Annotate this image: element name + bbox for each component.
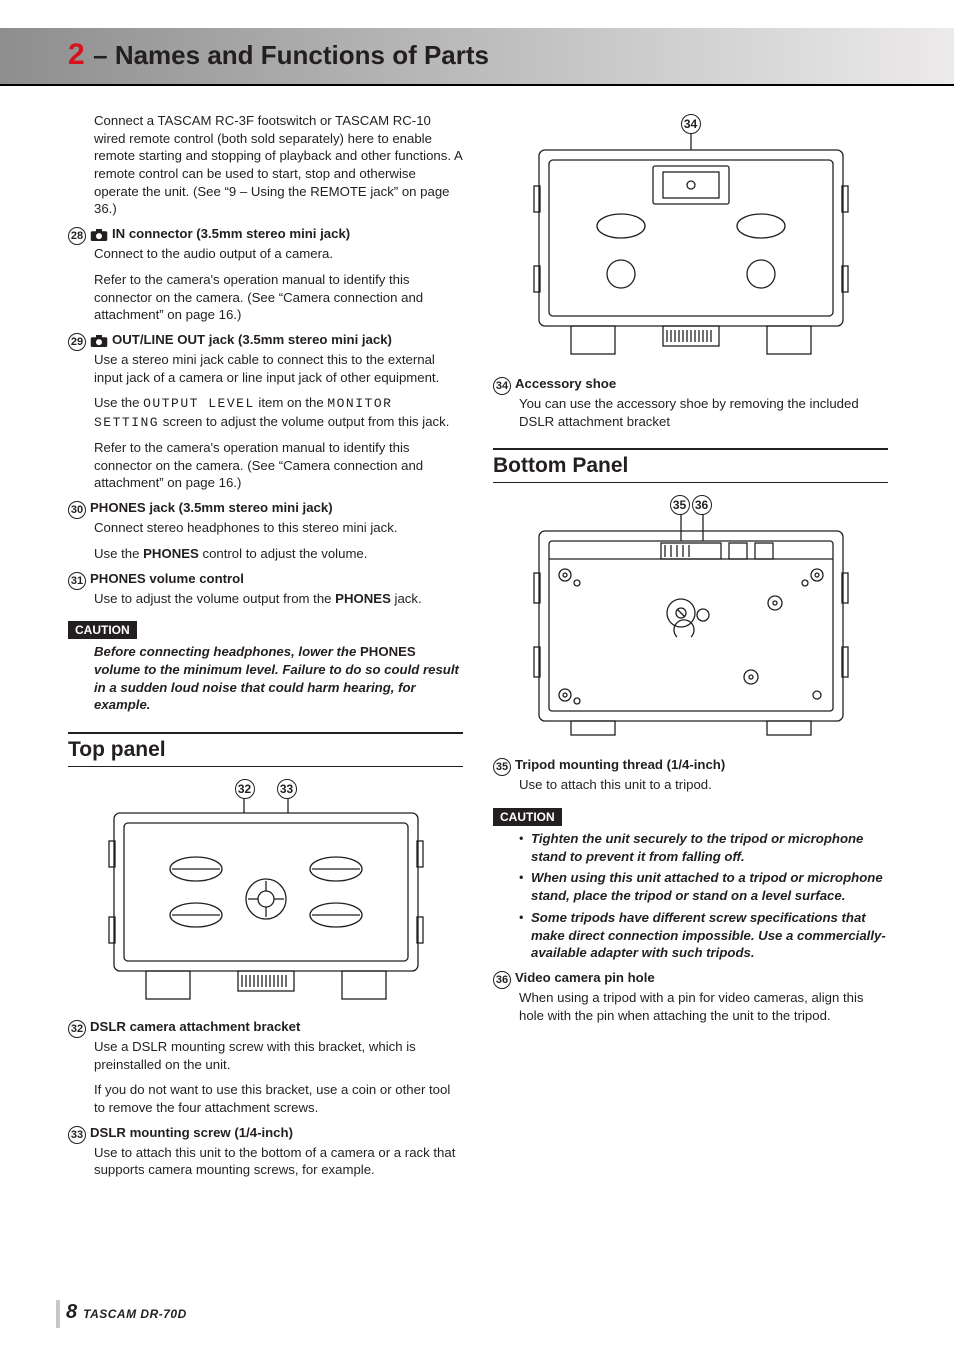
bold-text: PHONES: [335, 591, 391, 606]
item-title: DSLR mounting screw (1/4-inch): [90, 1125, 293, 1140]
item-para: If you do not want to use this bracket, …: [94, 1081, 463, 1116]
text: Use the: [94, 395, 143, 410]
item-36: 36 Video camera pin hole When using a tr…: [493, 970, 888, 1024]
item-28: 28 IN connector (3.5mm stereo mini jack)…: [68, 226, 463, 324]
top-panel-diagram: [96, 781, 436, 1011]
item-para: Refer to the camera's operation manual t…: [94, 271, 463, 324]
title-banner: 2 – Names and Functions of Parts: [68, 28, 898, 84]
item-number: 30: [68, 501, 86, 519]
banner-rule: [0, 84, 954, 86]
item-number: 35: [493, 758, 511, 776]
caution-text: Before connecting headphones, lower the …: [94, 643, 459, 714]
text: item on the: [255, 395, 328, 410]
text: screen to adjust the volume output from …: [159, 414, 449, 429]
item-33: 33 DSLR mounting screw (1/4-inch) Use to…: [68, 1125, 463, 1179]
section-head-top: Top panel: [68, 732, 463, 767]
page-number: 8: [66, 1301, 77, 1324]
intro-para: Connect a TASCAM RC-3F footswitch or TAS…: [94, 112, 463, 218]
bold-text: PHONES: [143, 546, 199, 561]
camera-icon: [90, 334, 108, 348]
item-para: Connect to the audio output of a camera.: [94, 245, 463, 263]
item-para: You can use the accessory shoe by removi…: [519, 395, 888, 430]
figure-top-panel: 32 33: [68, 781, 463, 1011]
item-29: 29 OUT/LINE OUT jack (3.5mm stereo mini …: [68, 332, 463, 492]
right-column: 34: [493, 112, 888, 1187]
bold-text: PHONES: [360, 644, 416, 659]
item-number: 31: [68, 572, 86, 590]
item-para: Use a stereo mini jack cable to connect …: [94, 351, 463, 386]
item-title: PHONES jack (3.5mm stereo mini jack): [90, 500, 333, 515]
caution-list: Tighten the unit securely to the tripod …: [519, 830, 888, 962]
item-para: Use to attach this unit to a tripod.: [519, 776, 888, 794]
callout-number: 36: [692, 495, 712, 515]
item-para: Use the PHONES control to adjust the vol…: [94, 545, 463, 563]
item-para: When using a tripod with a pin for video…: [519, 989, 888, 1024]
caution-label: CAUTION: [493, 808, 562, 826]
figure-callouts: 32 33: [235, 779, 297, 799]
text: Before connecting headphones, lower the: [94, 644, 360, 659]
item-number: 29: [68, 333, 86, 351]
item-number: 36: [493, 971, 511, 989]
caution-item: Tighten the unit securely to the tripod …: [519, 830, 888, 865]
item-number: 28: [68, 227, 86, 245]
text: Use the: [94, 546, 143, 561]
item-para: Use to adjust the volume output from the…: [94, 590, 463, 608]
footer-edge: [56, 1300, 60, 1328]
item-para: Use the OUTPUT LEVEL item on the MONITOR…: [94, 394, 463, 431]
item-32: 32 DSLR camera attachment bracket Use a …: [68, 1019, 463, 1117]
item-para: Connect stereo headphones to this stereo…: [94, 519, 463, 537]
caution-item: When using this unit attached to a tripo…: [519, 869, 888, 904]
text: control to adjust the volume.: [199, 546, 368, 561]
item-number: 33: [68, 1126, 86, 1144]
item-para: Use a DSLR mounting screw with this brac…: [94, 1038, 463, 1073]
item-34: 34 Accessory shoe You can use the access…: [493, 376, 888, 430]
item-number: 34: [493, 377, 511, 395]
item-title: OUT/LINE OUT jack (3.5mm stereo mini jac…: [112, 332, 392, 347]
model-name: TASCAM DR-70D: [83, 1307, 187, 1321]
item-title: Accessory shoe: [515, 376, 616, 391]
page: 2 – Names and Functions of Parts Connect…: [0, 0, 954, 1350]
item-title: PHONES volume control: [90, 571, 244, 586]
caution-item: Some tripods have different screw specif…: [519, 909, 888, 962]
callout-number: 33: [277, 779, 297, 799]
camera-icon: [90, 228, 108, 242]
item-title: Video camera pin hole: [515, 970, 655, 985]
caution-block: CAUTION Tighten the unit securely to the…: [493, 802, 888, 962]
figure-callouts: 34: [681, 114, 701, 134]
left-column: Connect a TASCAM RC-3F footswitch or TAS…: [68, 112, 463, 1187]
item-number: 32: [68, 1020, 86, 1038]
item-title: IN connector (3.5mm stereo mini jack): [112, 226, 350, 241]
callout-number: 34: [681, 114, 701, 134]
item-30: 30 PHONES jack (3.5mm stereo mini jack) …: [68, 500, 463, 562]
item-35: 35 Tripod mounting thread (1/4-inch) Use…: [493, 757, 888, 794]
section-head-bottom: Bottom Panel: [493, 448, 888, 483]
callout-number: 35: [670, 495, 690, 515]
item-title: DSLR camera attachment bracket: [90, 1019, 300, 1034]
text: volume to the minimum level. Failure to …: [94, 662, 459, 712]
mono-text: OUTPUT LEVEL: [143, 396, 255, 411]
figure-accessory-shoe: 34: [493, 116, 888, 368]
chapter-number: 2: [68, 28, 85, 78]
callout-number: 32: [235, 779, 255, 799]
caution-block: CAUTION Before connecting headphones, lo…: [68, 615, 463, 714]
item-31: 31 PHONES volume control Use to adjust t…: [68, 571, 463, 608]
chapter-title: – Names and Functions of Parts: [93, 30, 489, 77]
figure-callouts: 35 36: [670, 495, 712, 515]
body-columns: Connect a TASCAM RC-3F footswitch or TAS…: [68, 112, 898, 1187]
item-para: Use to attach this unit to the bottom of…: [94, 1144, 463, 1179]
accessory-shoe-diagram: [521, 116, 861, 368]
figure-bottom-panel: 35 36: [493, 497, 888, 749]
page-footer: 8 TASCAM DR-70D: [66, 1301, 187, 1324]
item-title: Tripod mounting thread (1/4-inch): [515, 757, 725, 772]
text: Use to adjust the volume output from the: [94, 591, 335, 606]
item-para: Refer to the camera's operation manual t…: [94, 439, 463, 492]
caution-label: CAUTION: [68, 621, 137, 639]
bottom-panel-diagram: [521, 497, 861, 749]
text: jack.: [391, 591, 422, 606]
